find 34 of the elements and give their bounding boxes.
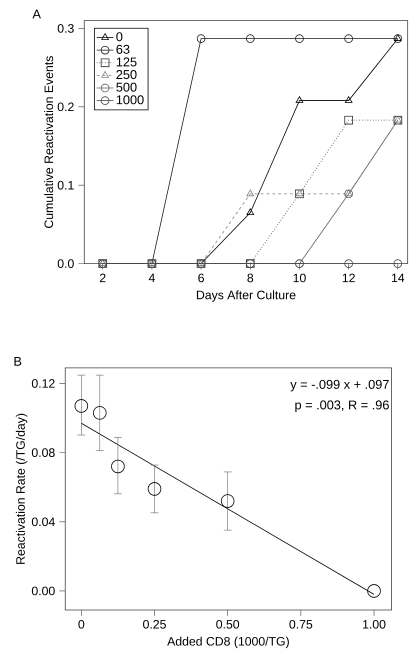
x-tick-label: 14 <box>392 274 405 282</box>
chart-title: A <box>32 10 42 18</box>
y-axis-title: Cumulative Reactivation Events <box>44 56 54 228</box>
x-tick-label: 12 <box>343 274 356 282</box>
legend-label: 125 <box>117 57 137 66</box>
x-tick-label: 0.75 <box>290 620 312 629</box>
y-tick-label: 0.12 <box>32 379 55 388</box>
y-tick-label: 0.1 <box>58 180 74 190</box>
x-tick-label: 0.50 <box>216 620 240 629</box>
y-tick-label: 0.00 <box>32 586 55 596</box>
x-tick-label: 10 <box>294 274 306 282</box>
legend-label: 250 <box>116 70 137 80</box>
annotation: p = .003, R = .96 <box>296 400 390 412</box>
x-tick-label: 0 <box>78 620 84 629</box>
y-tick-label: 0.0 <box>58 259 74 268</box>
x-tick-label: 4 <box>149 274 156 282</box>
y-axis-title: Reactivation Rate (/TG/day) <box>16 414 28 564</box>
x-axis-title: Added CD8 (1000/TG) <box>167 636 290 648</box>
x-tick-label: 6 <box>198 274 204 282</box>
x-tick-label: 2 <box>100 274 106 282</box>
chart-title: B <box>14 356 22 366</box>
y-tick-label: 0.08 <box>32 448 55 457</box>
x-tick-label: 0.25 <box>143 620 166 629</box>
y-tick-label: 0.04 <box>32 517 56 526</box>
y-tick-label: 0.2 <box>58 102 74 112</box>
legend-label: 63 <box>116 44 130 54</box>
y-tick-label: 0.3 <box>58 24 74 33</box>
x-axis-title: Days After Culture <box>197 290 296 302</box>
annotation: y = -.099 x + .097 <box>290 380 390 392</box>
x-tick-label: 8 <box>248 274 254 282</box>
legend-label: 0 <box>116 32 123 42</box>
x-tick-label: 1.00 <box>363 620 386 629</box>
legend-label: 1000 <box>117 95 144 104</box>
legend-label: 500 <box>116 82 137 92</box>
